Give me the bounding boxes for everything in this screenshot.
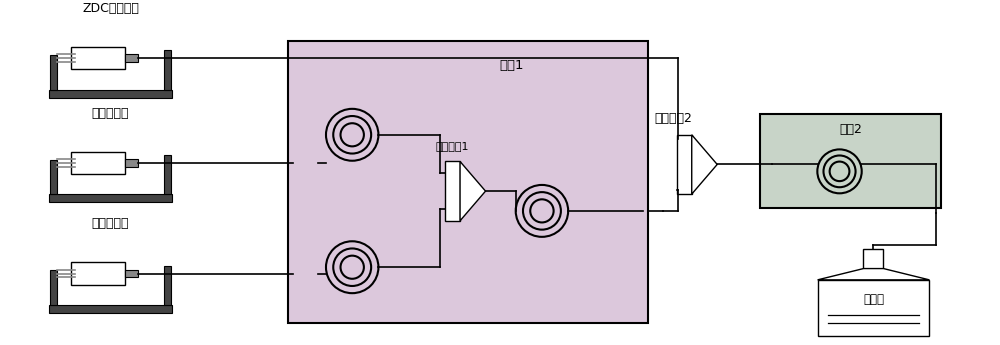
Bar bbox=[164, 155, 171, 195]
Text: ZDC前驱溶液: ZDC前驱溶液 bbox=[82, 2, 139, 15]
Bar bbox=[760, 114, 941, 208]
Text: 油浴1: 油浴1 bbox=[499, 59, 523, 72]
Bar bbox=[288, 41, 648, 323]
Bar bbox=[50, 270, 57, 305]
Bar bbox=[49, 305, 172, 313]
Bar bbox=[164, 50, 171, 90]
Polygon shape bbox=[818, 268, 929, 280]
Text: 硒前驱溶液: 硒前驱溶液 bbox=[92, 107, 129, 120]
Bar bbox=[71, 263, 125, 285]
Text: 镉前驱溶液: 镉前驱溶液 bbox=[92, 217, 129, 230]
Bar bbox=[125, 269, 138, 277]
Text: 微混合器1: 微混合器1 bbox=[435, 141, 469, 151]
Bar bbox=[125, 159, 138, 167]
Polygon shape bbox=[692, 135, 717, 194]
Bar bbox=[50, 160, 57, 195]
Bar bbox=[125, 54, 138, 62]
Polygon shape bbox=[460, 161, 486, 221]
Bar bbox=[818, 280, 929, 336]
Text: 收集瓶: 收集瓶 bbox=[863, 293, 884, 306]
Bar bbox=[445, 161, 460, 221]
Bar bbox=[49, 195, 172, 203]
Bar bbox=[49, 90, 172, 98]
Bar bbox=[71, 152, 125, 174]
Text: 微混合器2: 微混合器2 bbox=[655, 112, 693, 126]
Bar bbox=[164, 266, 171, 305]
Bar bbox=[71, 47, 125, 69]
Text: 油浴2: 油浴2 bbox=[839, 123, 862, 136]
Bar bbox=[863, 249, 883, 268]
Bar bbox=[50, 55, 57, 90]
Bar bbox=[677, 135, 692, 194]
